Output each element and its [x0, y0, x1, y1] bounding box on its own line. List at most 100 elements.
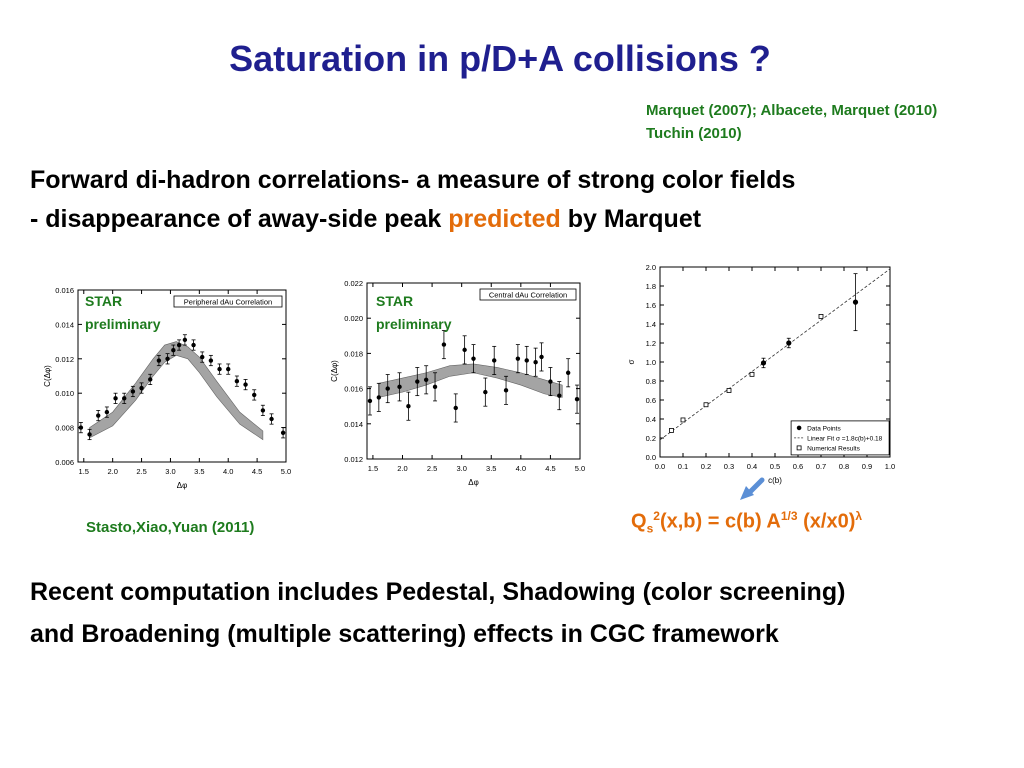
y-tick-label: 1.8 — [646, 282, 656, 291]
data-point — [492, 358, 497, 363]
data-point — [87, 432, 92, 437]
data-point — [786, 340, 792, 346]
legend-marker-data — [796, 425, 802, 431]
x-tick-label: 4.5 — [252, 467, 262, 476]
plot-frame — [366, 282, 581, 460]
numerical-result-marker — [669, 427, 674, 433]
y-tick-label: 0.022 — [344, 279, 363, 288]
numerical-result-marker — [818, 314, 824, 319]
formula-power: 1/3 — [780, 509, 798, 523]
numerical-result-marker — [749, 371, 755, 377]
y-tick-label: 0.012 — [55, 355, 74, 364]
legend-marker-numerical — [796, 445, 802, 451]
y-tick-label: 2.0 — [646, 263, 656, 272]
heading-line-2: - disappearance of away-side peak predic… — [30, 205, 701, 234]
data-point — [483, 389, 488, 395]
x-tick-label: 2.5 — [136, 467, 146, 476]
data-point — [122, 396, 127, 401]
y-tick-label: 1.4 — [646, 320, 656, 329]
numerical-result-marker — [703, 402, 709, 408]
legend-label: Linear Fit σ =1.8c(b)+0.18 — [807, 435, 883, 442]
data-point — [471, 356, 476, 361]
data-point — [565, 370, 571, 375]
x-tick-label: 0.0 — [655, 462, 665, 471]
data-point — [243, 382, 248, 387]
x-tick-label: 3.5 — [486, 464, 496, 473]
star-label: STAR — [85, 293, 123, 309]
highlight-predicted: predicted — [448, 205, 561, 233]
data-point — [113, 396, 118, 401]
data-point — [432, 384, 438, 390]
x-tick-label: 1.0 — [885, 462, 895, 471]
data-point — [200, 354, 205, 360]
y-tick-label: 0.014 — [344, 420, 363, 429]
x-tick-label: 0.5 — [770, 462, 780, 471]
x-tick-label: 5.0 — [575, 464, 585, 473]
x-tick-label: 2.0 — [397, 464, 407, 473]
data-point — [548, 379, 553, 384]
x-tick-label: 4.0 — [516, 464, 526, 473]
x-tick-label: 1.5 — [79, 467, 89, 476]
slide-title: Saturation in p/D+A collisions ? — [229, 38, 771, 79]
star-preliminary-label-2: STAR preliminary — [376, 290, 451, 336]
y-tick-label: 0.0 — [646, 453, 656, 462]
data-point — [104, 409, 110, 415]
heading-line-2-end: by Marquet — [560, 205, 702, 233]
x-tick-label: 3.0 — [456, 464, 466, 473]
x-axis-label: c(b) — [768, 476, 782, 485]
data-point — [533, 360, 538, 365]
x-tick-label: 5.0 — [281, 467, 291, 476]
y-tick-label: 1.0 — [646, 358, 656, 367]
bottom-line-1: Recent computation includes Pedestal, Sh… — [30, 578, 846, 606]
data-point — [148, 377, 153, 382]
x-tick-label: 4.5 — [545, 464, 555, 473]
x-tick-label: 0.7 — [816, 462, 826, 471]
y-tick-label: 0.4 — [646, 415, 656, 424]
y-tick-label: 0.012 — [344, 455, 363, 464]
x-tick-label: 0.6 — [793, 462, 803, 471]
x-tick-label: 1.5 — [368, 464, 378, 473]
y-tick-label: 0.2 — [646, 434, 656, 443]
data-point — [156, 358, 162, 363]
y-tick-label: 1.2 — [646, 339, 656, 348]
data-point — [503, 388, 509, 393]
formula-middle: (x,b) = c(b) A — [659, 510, 781, 533]
data-point — [226, 366, 231, 372]
preliminary-label: preliminary — [376, 316, 452, 332]
data-point — [367, 398, 373, 404]
data-point — [397, 384, 402, 390]
legend-box — [790, 420, 890, 456]
legend-label: Data Points — [807, 425, 841, 432]
numerical-result-marker — [726, 388, 732, 393]
data-point — [191, 342, 196, 348]
heading-line-1: Forward di-hadron correlations- a measur… — [30, 166, 796, 194]
x-tick-label: 0.2 — [701, 462, 711, 471]
data-point — [385, 386, 390, 391]
x-axis-label: Δφ — [468, 478, 479, 487]
data-point — [539, 354, 544, 360]
data-point — [406, 404, 411, 409]
data-point — [852, 299, 859, 305]
chart-title-box — [173, 295, 283, 308]
data-point — [524, 358, 529, 363]
numerical-result-marker — [680, 417, 686, 423]
x-tick-label: 0.4 — [747, 462, 757, 471]
y-axis-label: C(Δφ) — [43, 365, 52, 387]
y-axis-label: σ — [627, 359, 636, 364]
heading-line-2-text: - disappearance of away-side peak — [30, 205, 449, 233]
data-point — [78, 425, 84, 430]
theory-band — [378, 363, 563, 398]
chart-title: Peripheral dAu Correlation — [184, 298, 272, 307]
x-tick-label: 2.0 — [107, 467, 117, 476]
chart-title-box — [479, 288, 577, 301]
legend-label: Numerical Results — [807, 445, 860, 452]
data-point — [96, 413, 101, 418]
y-tick-label: 0.008 — [55, 424, 74, 433]
data-point — [269, 416, 274, 422]
y-axis-label: C(Δφ) — [330, 360, 339, 382]
data-point — [252, 392, 257, 398]
formula-tail: (x/x0) — [797, 510, 856, 533]
data-point — [280, 430, 286, 435]
y-tick-label: 1.6 — [646, 301, 656, 310]
saturation-scale-formula: Qs2(x,b) = c(b) A1/3 (x/x0)λ — [631, 509, 862, 536]
